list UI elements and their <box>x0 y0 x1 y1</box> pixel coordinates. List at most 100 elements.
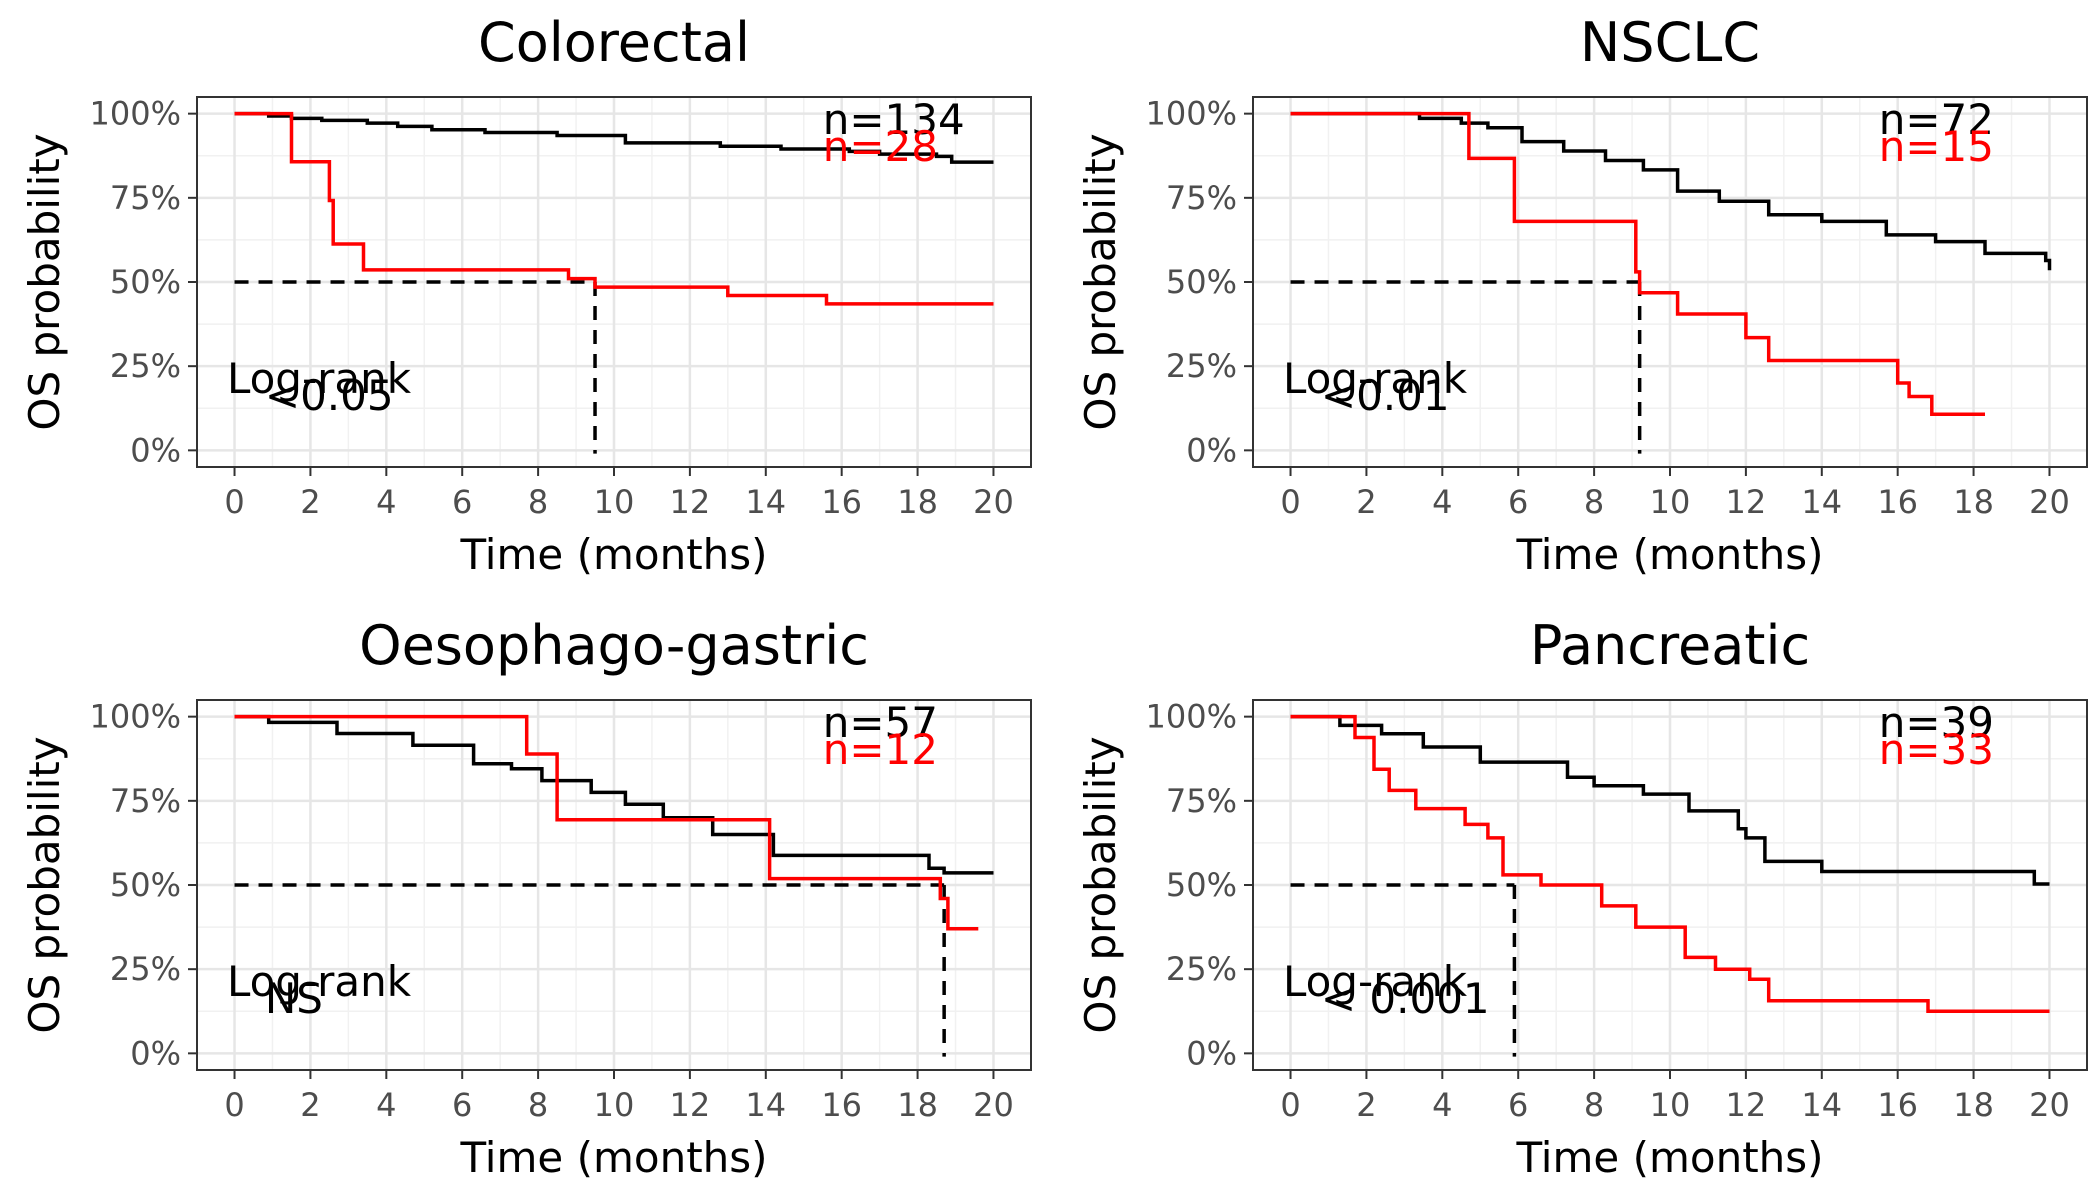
y-tick-label: 75% <box>110 782 181 820</box>
x-tick-label: 12 <box>1726 483 1767 521</box>
x-tick-label: 12 <box>670 1086 711 1124</box>
n-count-black: n=57 <box>823 698 938 747</box>
x-tick-label: 14 <box>745 483 786 521</box>
km-panel: 0 2 4 6 8 10 12 14 16 18 20 0% 25% 50% 75% 100% n=39n=33… <box>1076 614 2088 1182</box>
survival-curve-red <box>1290 714 2050 1014</box>
n-count-black: n=72 <box>1879 95 1994 144</box>
x-tick-label: 2 <box>300 1086 320 1124</box>
y-tick-label: 100% <box>90 698 181 736</box>
x-tick-label: 6 <box>452 483 472 521</box>
p-value-label: <0.01 <box>1321 371 1450 420</box>
x-tick-label: 8 <box>1584 1086 1604 1124</box>
x-axis-title: Time (months) <box>1515 1133 1823 1182</box>
x-tick-label: 4 <box>376 1086 396 1124</box>
x-tick-label: 18 <box>1953 1086 1994 1124</box>
x-tick-label: 10 <box>594 1086 635 1124</box>
x-tick-label: 18 <box>1953 483 1994 521</box>
y-tick-label: 75% <box>1166 782 1237 820</box>
y-tick-label: 25% <box>110 950 181 988</box>
y-axis-title: OS probability <box>1076 736 1125 1033</box>
x-axis-title: Time (months) <box>1515 530 1823 579</box>
y-tick-label: 25% <box>1166 950 1237 988</box>
x-tick-label: 2 <box>1356 1086 1376 1124</box>
p-value-label: < 0.001 <box>1321 974 1490 1023</box>
x-tick-label: 0 <box>1280 1086 1300 1124</box>
panel-border <box>196 96 1032 468</box>
n-count-black: n=134 <box>823 95 965 144</box>
y-axis-title: OS probability <box>20 133 69 430</box>
y-axis-title: OS probability <box>1076 133 1125 430</box>
n-count-red: n=12 <box>823 725 938 774</box>
y-tick-label: 50% <box>1166 866 1237 904</box>
x-tick-label: 12 <box>670 483 711 521</box>
y-tick-label: 0% <box>1186 431 1237 469</box>
x-tick-label: 20 <box>973 1086 1014 1124</box>
panel-title: Pancreatic <box>1530 614 1810 677</box>
x-tick-label: 4 <box>1432 483 1452 521</box>
x-axis-title: Time (months) <box>459 530 767 579</box>
y-tick-label: 0% <box>130 1034 181 1072</box>
x-tick-label: 8 <box>1584 483 1604 521</box>
y-tick-label: 100% <box>1146 698 1237 736</box>
km-panel: 0 2 4 6 8 10 12 14 16 18 20 0% 25% 50% 75% 100% n=72n=15… <box>1076 11 2088 579</box>
x-tick-label: 16 <box>1877 483 1918 521</box>
survival-curve-red <box>1290 111 1985 417</box>
y-tick-label: 100% <box>90 95 181 133</box>
panel-title: Oesophago-gastric <box>359 614 869 677</box>
x-tick-label: 20 <box>2029 483 2070 521</box>
y-tick-label: 50% <box>110 263 181 301</box>
y-axis-title: OS probability <box>20 736 69 1033</box>
x-tick-label: 2 <box>300 483 320 521</box>
y-tick-label: 25% <box>1166 347 1237 385</box>
survival-curve-red <box>234 111 994 306</box>
x-tick-label: 14 <box>745 1086 786 1124</box>
x-tick-label: 10 <box>1650 483 1691 521</box>
p-value-label: NS <box>265 974 323 1023</box>
x-tick-label: 18 <box>897 1086 938 1124</box>
x-tick-label: 6 <box>452 1086 472 1124</box>
x-tick-label: 4 <box>376 483 396 521</box>
x-axis-title: Time (months) <box>459 1133 767 1182</box>
n-count-red: n=15 <box>1879 122 1994 171</box>
survival-curve-red <box>234 714 979 931</box>
y-tick-label: 50% <box>110 866 181 904</box>
x-tick-label: 0 <box>1280 483 1300 521</box>
x-tick-label: 10 <box>594 483 635 521</box>
survival-curve-black <box>234 714 994 875</box>
panel-title: Colorectal <box>478 11 750 74</box>
logrank-label: Log-rank <box>227 354 412 403</box>
x-tick-label: 6 <box>1508 1086 1528 1124</box>
panel-border <box>1252 96 2088 468</box>
survival-curve-black <box>1290 714 2050 886</box>
x-tick-label: 16 <box>1877 1086 1918 1124</box>
x-tick-label: 16 <box>821 483 862 521</box>
km-panel: 0 2 4 6 8 10 12 14 16 18 20 0% 25% 50% 75% 100% n=57n=12… <box>20 614 1032 1182</box>
panel-border <box>196 699 1032 1071</box>
x-tick-label: 14 <box>1801 1086 1842 1124</box>
x-tick-label: 18 <box>897 483 938 521</box>
x-tick-label: 2 <box>1356 483 1376 521</box>
y-tick-label: 75% <box>110 179 181 217</box>
n-count-black: n=39 <box>1879 698 1994 747</box>
km-panel: 0 2 4 6 8 10 12 14 16 18 20 0% 25% 50% 75% 100% n=134n=2… <box>20 11 1032 579</box>
y-tick-label: 50% <box>1166 263 1237 301</box>
panel-border <box>1252 699 2088 1071</box>
n-count-red: n=28 <box>823 122 938 171</box>
x-tick-label: 12 <box>1726 1086 1767 1124</box>
x-tick-label: 8 <box>528 483 548 521</box>
x-tick-label: 0 <box>224 483 244 521</box>
x-tick-label: 0 <box>224 1086 244 1124</box>
logrank-label: Log-rank <box>1283 957 1468 1006</box>
y-tick-label: 25% <box>110 347 181 385</box>
survival-curve-black <box>234 111 994 164</box>
y-tick-label: 0% <box>1186 1034 1237 1072</box>
survival-curve-black <box>1290 111 2052 271</box>
logrank-label: Log-rank <box>227 957 412 1006</box>
x-tick-label: 4 <box>1432 1086 1452 1124</box>
x-tick-label: 14 <box>1801 483 1842 521</box>
n-count-red: n=33 <box>1879 725 1994 774</box>
x-tick-label: 20 <box>973 483 1014 521</box>
x-tick-label: 20 <box>2029 1086 2070 1124</box>
x-tick-label: 6 <box>1508 483 1528 521</box>
